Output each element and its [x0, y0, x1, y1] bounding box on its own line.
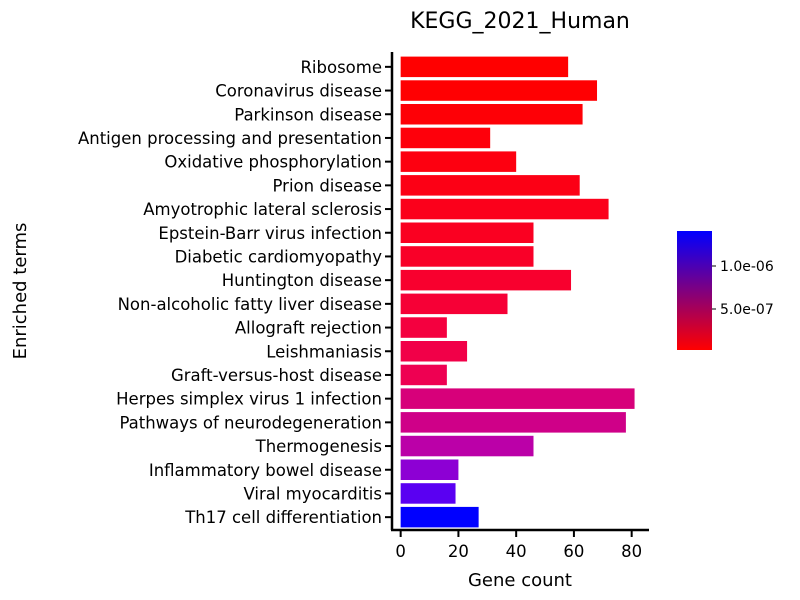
y-tick-label: Viral myocarditis [243, 484, 382, 503]
colorbar [677, 231, 712, 350]
bar [400, 80, 598, 101]
y-tick-label: Leishmaniasis [266, 342, 382, 361]
bar [400, 317, 447, 338]
bar [400, 341, 468, 362]
y-tick-label: Antigen processing and presentation [78, 129, 382, 148]
bar [400, 483, 456, 504]
colorbar-tick-label: 5.0e-07 [720, 302, 774, 318]
y-tick-label: Allograft rejection [235, 319, 382, 338]
y-tick-label: Inflammatory bowel disease [149, 461, 382, 480]
bar [400, 175, 580, 196]
bar [400, 506, 479, 528]
chart-title: KEGG_2021_Human [410, 9, 630, 34]
x-tick-label: 0 [395, 542, 406, 561]
y-axis-ticks: Ribosome Coronavirus disease Parkinson dis… [78, 58, 392, 527]
y-tick-label: Coronavirus disease [215, 82, 382, 101]
y-tick-label: Epstein-Barr virus infection [158, 224, 382, 243]
bar [400, 127, 491, 149]
bar [400, 364, 447, 386]
bar [400, 435, 534, 457]
y-tick-label: Non-alcoholic fatty liver disease [118, 295, 382, 314]
y-tick-label: Amyotrophic lateral sclerosis [143, 200, 382, 219]
y-tick-label: Huntington disease [222, 271, 382, 290]
y-tick-label: Diabetic cardiomyopathy [175, 247, 383, 266]
x-tick-label: 40 [506, 542, 527, 561]
y-tick-label: Pathways of neurodegeneration [119, 413, 382, 432]
y-axis-label: Enriched terms [10, 223, 31, 360]
y-tick-label: Graft-versus-host disease [171, 366, 382, 385]
bar [400, 222, 534, 243]
bar [400, 246, 534, 267]
x-tick-label: 20 [448, 542, 469, 561]
y-tick-label: Thermogenesis [255, 437, 382, 456]
bar [400, 412, 626, 433]
bar [400, 388, 635, 409]
bar [400, 56, 569, 78]
x-axis-label: Gene count [468, 570, 572, 591]
bar [400, 104, 583, 125]
x-tick-label: 60 [563, 542, 584, 561]
y-tick-label: Oxidative phosphorylation [164, 153, 382, 172]
y-tick-label: Ribosome [300, 58, 382, 77]
y-tick-label: Parkinson disease [234, 105, 382, 124]
y-tick-label: Prion disease [273, 176, 383, 195]
bar [400, 151, 517, 172]
bar [400, 293, 508, 315]
bar [400, 198, 609, 220]
bar [400, 459, 459, 480]
plot-area [400, 56, 635, 528]
colorbar-tick-label: 1.0e-06 [720, 259, 774, 275]
x-tick-label: 80 [621, 542, 642, 561]
x-axis-ticks: 0 20 40 60 80 [395, 530, 642, 561]
y-tick-label: Th17 cell differentiation [184, 508, 382, 527]
y-tick-label: Herpes simplex virus 1 infection [116, 390, 382, 409]
bar [400, 269, 572, 291]
